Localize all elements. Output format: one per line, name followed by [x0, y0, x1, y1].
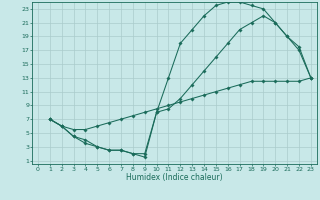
X-axis label: Humidex (Indice chaleur): Humidex (Indice chaleur)	[126, 173, 223, 182]
